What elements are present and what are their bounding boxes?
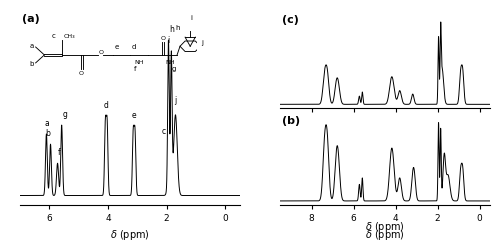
Text: d: d	[104, 101, 108, 110]
Text: i: i	[190, 15, 192, 21]
Text: h: h	[176, 25, 180, 31]
Text: $\delta$ (ppm): $\delta$ (ppm)	[365, 220, 405, 234]
Text: (c): (c)	[282, 15, 299, 25]
Text: f: f	[134, 66, 136, 72]
Text: d: d	[132, 44, 136, 50]
Text: e: e	[114, 44, 118, 50]
Text: b: b	[46, 129, 51, 138]
Text: O: O	[79, 71, 84, 75]
Text: g: g	[172, 66, 176, 72]
Text: b: b	[30, 61, 34, 67]
Text: j: j	[202, 40, 203, 46]
X-axis label: $\delta$ (ppm): $\delta$ (ppm)	[365, 228, 405, 241]
Text: NH: NH	[134, 60, 144, 65]
Text: a: a	[44, 119, 49, 128]
Text: (b): (b)	[282, 116, 300, 126]
Text: NH: NH	[165, 60, 174, 65]
Text: i: i	[168, 36, 170, 45]
Text: O: O	[98, 50, 103, 54]
Text: h: h	[170, 25, 174, 34]
Text: c: c	[52, 33, 56, 39]
Text: f: f	[58, 148, 60, 157]
Text: a: a	[30, 43, 34, 48]
Text: c: c	[162, 127, 166, 136]
X-axis label: $\delta$ (ppm): $\delta$ (ppm)	[110, 228, 150, 241]
Text: e: e	[132, 111, 136, 120]
Text: g: g	[62, 110, 67, 119]
Text: j: j	[174, 96, 176, 106]
Text: (a): (a)	[22, 14, 40, 24]
Text: CH₃: CH₃	[64, 34, 75, 39]
Text: O: O	[160, 36, 166, 41]
